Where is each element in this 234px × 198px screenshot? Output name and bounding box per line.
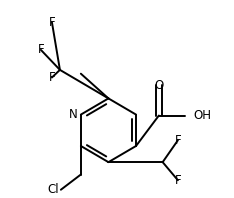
Text: F: F [38,43,44,56]
Text: F: F [49,16,55,29]
Text: F: F [175,174,181,187]
Text: Cl: Cl [47,183,59,196]
Text: OH: OH [193,109,211,122]
Text: F: F [49,71,55,84]
Text: O: O [154,79,164,92]
Text: F: F [175,134,181,147]
Text: N: N [69,108,78,121]
